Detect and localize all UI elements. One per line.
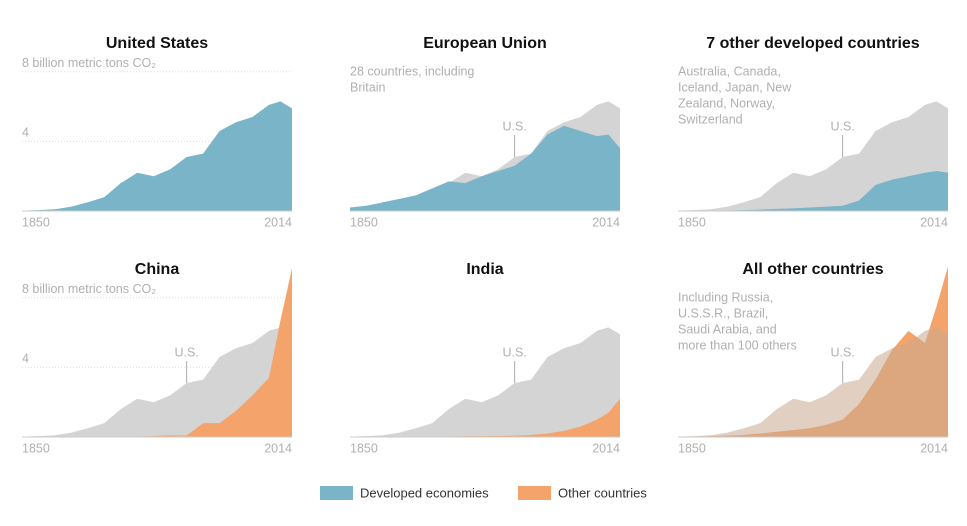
note: Including Russia, <box>678 290 773 304</box>
area <box>678 170 948 211</box>
panel-title: United States <box>106 35 208 52</box>
note: Switzerland <box>678 112 743 126</box>
area <box>350 398 620 437</box>
y-tick-label: 8 billion metric tons CO₂ <box>22 56 156 70</box>
note: 28 countries, including <box>350 64 474 78</box>
x-tick-label: 1850 <box>22 441 50 455</box>
area <box>678 327 948 437</box>
panel-title: China <box>135 261 180 278</box>
area <box>350 327 620 437</box>
note: Zealand, Norway, <box>678 96 775 110</box>
note: Saudi Arabia, and <box>678 322 777 336</box>
y-tick-label: 4 <box>22 126 29 140</box>
series-label: U.S. <box>502 119 526 133</box>
x-tick-label: 2014 <box>264 441 292 455</box>
note: Britain <box>350 80 385 94</box>
series-label: U.S. <box>830 345 854 359</box>
area <box>22 268 292 437</box>
x-tick-label: 1850 <box>350 215 378 229</box>
y-tick-label: 8 billion metric tons CO₂ <box>22 282 156 296</box>
panel-title: 7 other developed countries <box>706 35 919 52</box>
x-tick-label: 1850 <box>22 215 50 229</box>
legend-label: Developed economies <box>360 485 489 500</box>
x-tick-label: 1850 <box>678 441 706 455</box>
panel-title: All other countries <box>742 261 883 278</box>
x-tick-label: 2014 <box>592 441 620 455</box>
note: more than 100 others <box>678 338 797 352</box>
panel-title: European Union <box>423 35 547 52</box>
note: Australia, Canada, <box>678 64 781 78</box>
x-tick-label: 2014 <box>920 215 948 229</box>
note: U.S.S.R., Brazil, <box>678 306 768 320</box>
area <box>350 125 620 211</box>
legend-swatch <box>320 486 353 500</box>
legend-swatch <box>518 486 551 500</box>
note: Iceland, Japan, New <box>678 80 792 94</box>
x-tick-label: 1850 <box>350 441 378 455</box>
x-tick-label: 2014 <box>264 215 292 229</box>
panel-title: India <box>466 261 503 278</box>
series-label: U.S. <box>830 119 854 133</box>
series-label: U.S. <box>502 345 526 359</box>
y-tick-label: 4 <box>22 352 29 366</box>
x-tick-label: 1850 <box>678 215 706 229</box>
series-label: U.S. <box>174 345 198 359</box>
area <box>22 327 292 437</box>
x-tick-label: 2014 <box>592 215 620 229</box>
x-tick-label: 2014 <box>920 441 948 455</box>
legend-label: Other countries <box>558 485 647 500</box>
area <box>22 101 292 211</box>
